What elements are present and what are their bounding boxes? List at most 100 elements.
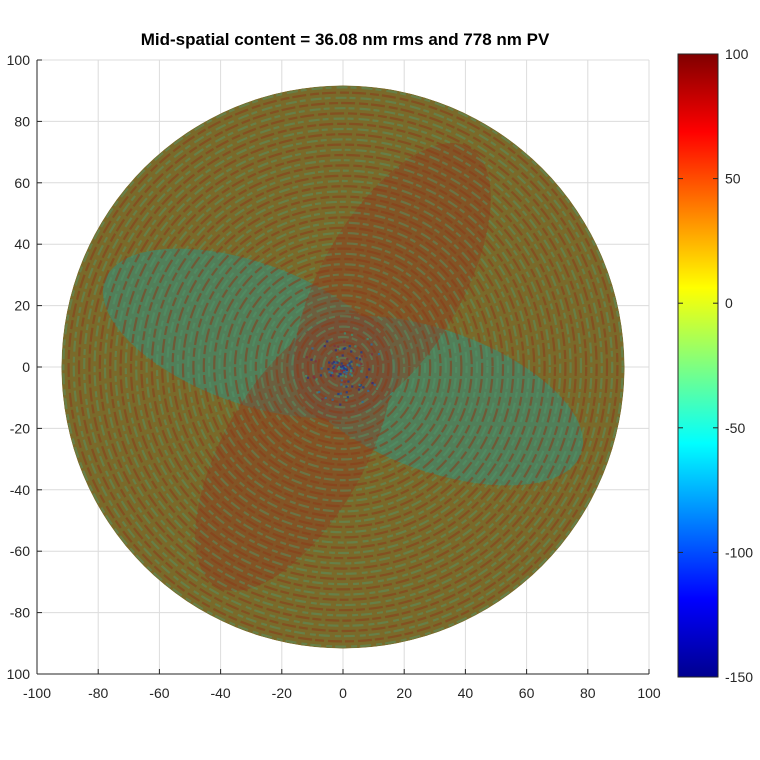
- tool-mark-ring: [296, 320, 390, 414]
- x-tick-label: -60: [149, 685, 169, 701]
- noise-speckle: [324, 396, 327, 400]
- noise-speckle: [339, 392, 342, 395]
- noise-speckle: [339, 365, 343, 368]
- tool-mark-ring: [88, 112, 598, 622]
- noise-speckle: [339, 348, 342, 351]
- noise-speckle: [368, 368, 371, 371]
- colorbar-tick-label: 50: [725, 171, 741, 187]
- noise-speckle: [337, 367, 340, 370]
- noise-speckle: [333, 368, 336, 371]
- tool-mark-ring: [223, 247, 463, 487]
- tool-mark-ring: [327, 351, 359, 383]
- noise-speckle: [344, 367, 347, 371]
- noise-speckle: [339, 372, 342, 376]
- noise-speckle: [331, 398, 334, 401]
- tool-mark-ring: [129, 153, 557, 581]
- noise-speckle: [377, 352, 381, 356]
- tool-mark-ring: [192, 216, 494, 518]
- tool-mark-ring: [270, 294, 416, 440]
- tool-mark-ring: [119, 143, 567, 591]
- noise-speckle: [315, 378, 318, 381]
- y-tick-label: -20: [10, 420, 30, 436]
- noise-speckle: [323, 345, 326, 348]
- tool-mark-ring: [109, 133, 577, 601]
- noise-speckle: [346, 364, 349, 367]
- noise-speckle: [373, 383, 376, 386]
- noise-speckle: [350, 367, 353, 370]
- colorbar-tick-label: -50: [725, 420, 745, 436]
- noise-speckle: [326, 340, 329, 343]
- noise-speckle: [345, 391, 348, 394]
- noise-speckle: [345, 372, 348, 375]
- noise-speckle: [371, 381, 374, 385]
- noise-speckle: [328, 371, 331, 374]
- noise-speckle: [332, 366, 335, 370]
- noise-speckle: [351, 385, 354, 388]
- x-tick-label: -40: [210, 685, 230, 701]
- noise-speckle: [333, 344, 336, 347]
- noise-speckle: [343, 332, 347, 335]
- noise-speckle: [344, 375, 348, 378]
- tool-mark-ring: [93, 117, 593, 617]
- noise-speckle: [340, 362, 343, 365]
- colorbar-tick-label: 0: [725, 295, 733, 311]
- noise-speckle: [350, 360, 353, 363]
- noise-speckle: [337, 345, 340, 348]
- noise-speckle: [360, 362, 363, 365]
- tool-mark-ring: [254, 278, 432, 456]
- x-tick-label: -80: [88, 685, 108, 701]
- noise-speckle: [341, 367, 344, 370]
- noise-speckle: [357, 388, 361, 391]
- noise-speckle: [354, 345, 357, 348]
- y-tick-label: 20: [14, 298, 30, 314]
- noise-speckle: [327, 367, 330, 371]
- tool-mark-ring: [239, 263, 447, 471]
- colorbar-bar: [677, 53, 719, 678]
- tool-mark-ring: [317, 341, 369, 393]
- noise-speckle: [318, 391, 321, 394]
- tool-mark-ring: [207, 231, 479, 503]
- noise-speckle: [358, 383, 361, 386]
- noise-speckle: [316, 391, 319, 394]
- noise-speckle: [345, 399, 348, 402]
- noise-speckle: [321, 398, 324, 401]
- noise-speckle: [350, 369, 353, 372]
- surface-map: [61, 85, 625, 649]
- noise-speckle: [341, 364, 345, 368]
- y-tick-label: 100: [7, 52, 31, 68]
- surface-center-noise: [305, 332, 381, 406]
- noise-speckle: [336, 365, 339, 368]
- tool-mark-ring: [265, 289, 421, 445]
- noise-speckle: [346, 396, 349, 399]
- tool-mark-ring: [124, 148, 562, 586]
- noise-speckle: [338, 365, 341, 369]
- noise-speckle: [349, 373, 352, 376]
- tool-mark-ring: [83, 107, 603, 627]
- noise-speckle: [350, 350, 353, 353]
- tool-mark-ring: [181, 205, 505, 529]
- noise-speckle: [341, 354, 344, 357]
- noise-speckle: [339, 403, 342, 406]
- noise-speckle: [370, 343, 373, 346]
- noise-speckle: [320, 367, 323, 370]
- noise-speckle: [344, 364, 347, 368]
- noise-speckle: [337, 375, 340, 378]
- noise-speckle: [328, 361, 331, 364]
- chart-title: Mid-spatial content = 36.08 nm rms and 7…: [141, 30, 550, 49]
- noise-speckle: [331, 362, 334, 365]
- tool-mark-ring: [233, 257, 453, 477]
- tool-mark-ring: [171, 195, 515, 539]
- tool-mark-ring: [213, 237, 473, 497]
- tool-mark-ring: [311, 335, 375, 399]
- tool-mark-ring: [150, 174, 536, 560]
- tool-mark-ring: [322, 346, 364, 388]
- noise-speckle: [305, 356, 308, 359]
- noise-speckle: [319, 374, 323, 377]
- x-tick-label: -100: [23, 685, 51, 701]
- noise-speckle: [365, 376, 368, 379]
- noise-speckle: [342, 347, 345, 350]
- y-tick-label: -60: [10, 543, 30, 559]
- noise-speckle: [332, 370, 336, 373]
- y-tick-label: 80: [14, 113, 30, 129]
- noise-speckle: [343, 372, 346, 375]
